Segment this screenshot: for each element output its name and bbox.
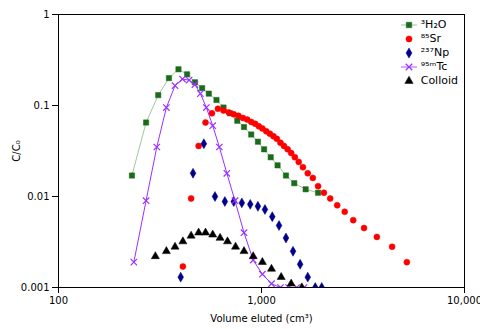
html-text:Colloid: Colloid [420,74,458,87]
svg-text:0.1: 0.1 [34,100,50,111]
svg-text:1,000: 1,000 [247,295,276,306]
html-text:³H₂O: ³H₂O [420,18,447,31]
html-text:⁹⁵ᵐTc: ⁹⁵ᵐTc [420,60,448,73]
svg-text:100: 100 [49,295,68,306]
svg-text:C/C₀: C/C₀ [11,140,22,161]
svg-text:1: 1 [43,9,49,20]
svg-text:0.01: 0.01 [27,191,49,202]
svg-text:0.001: 0.001 [21,282,50,293]
svg-text:Volume eluted (cm³): Volume eluted (cm³) [210,313,312,324]
html-text:²³⁷Np: ²³⁷Np [420,46,450,59]
svg-text:10,000: 10,000 [447,295,480,306]
html-text:⁸⁵Sr: ⁸⁵Sr [420,32,441,45]
